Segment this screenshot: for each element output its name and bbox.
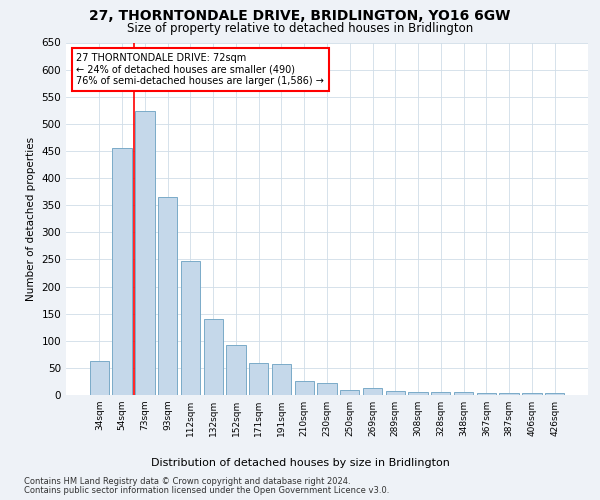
Bar (295, 382, 314, 395)
Bar (522, 393, 542, 395)
Text: 27 THORNTONDALE DRIVE: 72sqm
← 24% of detached houses are smaller (490)
76% of s: 27 THORNTONDALE DRIVE: 72sqm ← 24% of de… (76, 53, 325, 86)
Bar (499, 393, 519, 395)
Bar (226, 344, 245, 395)
Text: Contains public sector information licensed under the Open Government Licence v3: Contains public sector information licen… (24, 486, 389, 495)
Y-axis label: Number of detached properties: Number of detached properties (26, 136, 36, 301)
Bar (363, 388, 382, 395)
Bar (112, 148, 132, 395)
Text: 27, THORNTONDALE DRIVE, BRIDLINGTON, YO16 6GW: 27, THORNTONDALE DRIVE, BRIDLINGTON, YO1… (89, 9, 511, 23)
Bar (90, 362, 109, 395)
Bar (340, 390, 359, 395)
Bar (158, 197, 178, 395)
Bar (386, 391, 405, 395)
Bar (431, 392, 451, 395)
Bar (317, 382, 337, 395)
Text: Distribution of detached houses by size in Bridlington: Distribution of detached houses by size … (151, 458, 449, 468)
Bar (476, 393, 496, 395)
Bar (272, 364, 291, 395)
Text: Contains HM Land Registry data © Crown copyright and database right 2024.: Contains HM Land Registry data © Crown c… (24, 477, 350, 486)
Bar (409, 392, 428, 395)
Bar (203, 319, 223, 395)
Bar (181, 261, 200, 395)
Text: Size of property relative to detached houses in Bridlington: Size of property relative to detached ho… (127, 22, 473, 35)
Bar (249, 363, 268, 395)
Bar (135, 112, 155, 395)
Bar (545, 393, 564, 395)
Bar (454, 392, 473, 395)
